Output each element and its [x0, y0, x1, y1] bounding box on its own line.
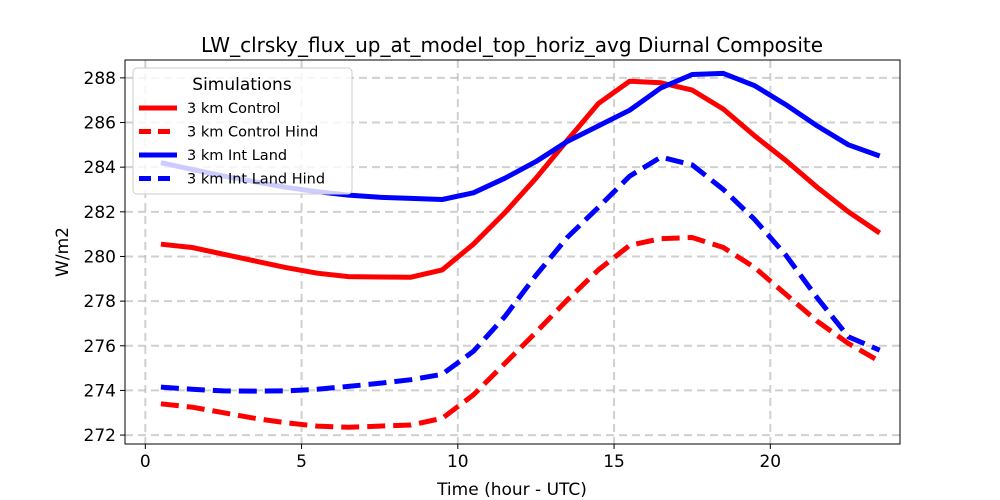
plot-frame: [124, 59, 901, 445]
y-tick-label: 272: [84, 426, 116, 446]
y-tick-label: 278: [84, 292, 116, 312]
grid: [125, 60, 900, 444]
legend-label: 3 km Int Land: [187, 148, 287, 164]
legend-label: 3 km Int Land Hind: [187, 172, 325, 188]
legend-label: 3 km Control Hind: [187, 125, 318, 141]
legend: Simulations 3 km Control 3 km Control Hin…: [132, 67, 353, 195]
y-tick-label: 282: [84, 203, 116, 223]
chart-title: LW_clrsky_flux_up_at_model_top_horiz_avg…: [201, 33, 823, 57]
y-tick-label: 276: [84, 337, 116, 357]
y-axis-label: W/m2: [53, 227, 73, 277]
series-line: [160, 154, 881, 394]
y-tick-label: 280: [84, 247, 116, 267]
x-tick-label: 5: [296, 452, 307, 472]
series-line: [160, 78, 882, 280]
y-tick-label: 274: [84, 381, 116, 401]
y-axis: 272 274 276 278 280 282 284 286 288: [84, 69, 125, 446]
x-tick-label: 15: [603, 452, 625, 472]
x-tick-label: 10: [447, 452, 469, 472]
legend-label: 3 km Control: [187, 101, 280, 117]
legend-box: [132, 67, 353, 195]
series-line: [160, 235, 881, 430]
y-tick-label: 288: [84, 69, 116, 89]
legend-title: Simulations: [192, 75, 292, 95]
y-tick-label: 286: [84, 114, 116, 134]
x-tick-label: 20: [759, 452, 781, 472]
x-axis: 0 5 10 15 20: [140, 444, 781, 472]
y-tick-label: 284: [84, 158, 116, 178]
x-axis-label: Time (hour - UTC): [436, 480, 587, 500]
x-tick-label: 0: [140, 452, 151, 472]
